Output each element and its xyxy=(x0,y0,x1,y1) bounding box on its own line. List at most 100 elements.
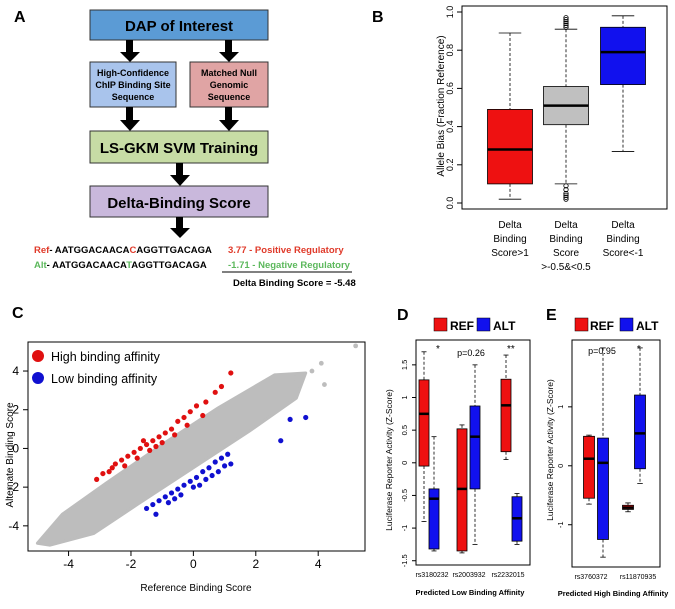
legend-high-label: High binding affinity xyxy=(51,350,161,364)
panel-b-y-tick-label: 0.0 xyxy=(445,197,455,210)
flow-text-train: LS-GKM SVM Training xyxy=(100,140,258,157)
panel-b-y-tick-label: 0.6 xyxy=(445,82,455,95)
panel-e-box-1-box xyxy=(583,435,595,499)
panel-b-box-2-outlier xyxy=(563,183,569,189)
panel-c-high-point xyxy=(162,430,168,436)
panel-b-box-3-box xyxy=(600,26,646,85)
panel-b-box-2-outlier xyxy=(563,192,569,198)
panel-e-category-1: rs3760372 xyxy=(574,574,607,581)
flow-text-null-3: Sequence xyxy=(208,92,251,102)
panel-b-boxes xyxy=(487,15,646,202)
panel-b-category-3-line-3: Score<-1 xyxy=(603,248,644,259)
panel-c-y-tick-label: 0 xyxy=(12,441,19,455)
panel-a-letter: A xyxy=(14,9,26,26)
panel-e-y-tick-label: -1 xyxy=(556,521,565,528)
panel-b-y-tick-label: 0.8 xyxy=(445,44,455,57)
panel-b-box-2-outlier xyxy=(563,190,569,197)
panel-b-box-2-outlier xyxy=(563,15,569,21)
panel-d-y-tick-label: 0.5 xyxy=(400,425,409,435)
panel-e-letter: E xyxy=(546,307,557,324)
panel-e-box-2-box xyxy=(597,437,609,540)
panel-d-y-tick-label: 1 xyxy=(400,395,409,399)
panel-c-y-tick-label: -4 xyxy=(8,519,19,533)
panel-d-category-2: rs2003932 xyxy=(452,572,485,579)
panel-c-gray-point-cloud xyxy=(35,371,308,547)
panel-c-high-point xyxy=(94,476,100,482)
ref-sequence: Ref- AATGGACAACACAGGTTGACAGA xyxy=(34,245,212,256)
alt-seq-post: AGGTTGACAGA xyxy=(131,260,207,271)
panel-d-y-tick-label: 1.5 xyxy=(400,360,409,370)
panel-d-box-5-box xyxy=(500,378,512,453)
panel-d-ylabel: Luciferase Reporter Activity (Z-Score) xyxy=(384,389,394,531)
panel-c-xlabel: Reference Binding Score xyxy=(140,583,252,594)
panel-c-high-point xyxy=(187,409,193,415)
panel-d-letter: D xyxy=(397,307,409,324)
legend-ref-label: REF xyxy=(450,319,474,333)
panel-b-box-2-outlier xyxy=(563,22,569,28)
panel-b-category-2-line-4: >-0.5&<0.5 xyxy=(541,262,591,273)
panel-c-axes: -4 -2 0 2 4 -4 -2 0 2 4 xyxy=(8,364,322,571)
panel-c-high-point xyxy=(122,463,128,469)
delta-score: Delta Binding Score = -5.48 xyxy=(233,278,356,289)
panel-c-low-point xyxy=(193,474,200,481)
panel-c-low-point xyxy=(212,459,218,465)
legend-low-label: Low binding affinity xyxy=(51,372,158,386)
panel-c-high-point xyxy=(119,457,125,463)
panel-c-low-point xyxy=(187,478,193,484)
panel-b-category-2-line-3: Score xyxy=(553,248,580,259)
panel-c-low-point xyxy=(215,469,221,475)
panel-b-box-2-outlier xyxy=(563,24,569,30)
panel-c-high-point xyxy=(150,438,156,444)
panel-d-annotation-2: p=0.26 xyxy=(457,348,485,358)
panel-e-boxes xyxy=(583,347,646,558)
panel-c-high-point xyxy=(218,383,225,390)
panel-c-high-point xyxy=(137,445,143,452)
panel-c-low-point xyxy=(156,498,162,504)
panel-c-x-tick-label: 0 xyxy=(190,557,197,571)
panel-c-ylabel: Alternate Binding Score xyxy=(5,402,16,508)
panel-d-y-tick-label: -1.5 xyxy=(400,554,409,567)
panel-c-high-point xyxy=(228,370,234,376)
panel-e-y-axis: -1 0 1 xyxy=(556,405,572,528)
panel-e-annotation-1: p=0.95 xyxy=(588,346,616,356)
panel-c-high-point xyxy=(106,469,112,475)
alt-score: -1.71 - Negative Regulatory xyxy=(228,260,351,271)
panel-c-high-point xyxy=(100,470,106,477)
panel-c-high-point xyxy=(200,412,206,419)
panel-e-box-4-box xyxy=(634,394,646,470)
panel-c-points xyxy=(94,370,309,517)
panel-e: E REF ALT Luciferase Reporter Activity (… xyxy=(545,307,669,598)
panel-c-gray-point xyxy=(322,382,327,387)
panel-c-low-point xyxy=(209,472,215,479)
panel-c-low-point xyxy=(287,416,293,423)
panel-c-low-point xyxy=(181,482,187,488)
panel-b-y-tick-label: 0.4 xyxy=(445,120,455,133)
panel-d-y-tick-label: -0.5 xyxy=(400,489,409,502)
panel-b-box-2-outlier xyxy=(563,196,569,202)
panel-e-xlabel: Predicted High Binding Affinity xyxy=(558,589,669,598)
flow-text-null-2: Genomic xyxy=(210,80,249,90)
alt-sequence: Alt- AATGGACAACATAGGTTGACAGA xyxy=(34,260,207,271)
ref-seq-pre: - AATGGACAACA xyxy=(49,245,129,256)
panel-c-high-point xyxy=(159,440,165,446)
panel-e-annotation-2: * xyxy=(637,344,641,355)
panel-c-y-tick-label: 4 xyxy=(12,364,19,378)
panel-c-high-point xyxy=(181,414,187,421)
flow-arrow xyxy=(120,40,239,62)
alt-allele: T xyxy=(126,260,132,271)
panel-c-low-point xyxy=(221,463,228,469)
panel-b-box-2-outlier xyxy=(563,20,569,27)
panel-c-low-point xyxy=(178,492,184,498)
panel-c-high-point xyxy=(143,441,150,448)
panel-c-low-point xyxy=(172,496,178,502)
panel-c-gray-point xyxy=(318,360,324,366)
panel-b-category-2-line-1: Delta xyxy=(554,220,578,231)
legend-low-marker xyxy=(32,372,44,384)
panel-e-plot-frame xyxy=(571,339,661,568)
panel-c-low-point xyxy=(175,486,181,492)
panel-d-y-tick-label: 0 xyxy=(400,461,409,465)
panel-b: B Allele Bias (Fraction Reference) 0.00.… xyxy=(372,5,668,273)
panel-c-low-point xyxy=(225,451,231,457)
panel-c-gray-point xyxy=(353,343,359,349)
